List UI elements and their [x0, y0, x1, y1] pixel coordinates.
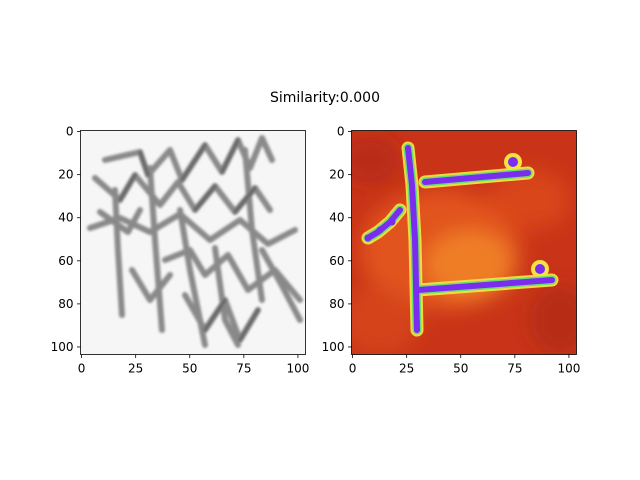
left-xtick-label: 75: [236, 362, 251, 376]
right-axes-frame: [351, 130, 577, 355]
left-ytick-label: 60: [58, 254, 73, 268]
right-xtick-label: 25: [399, 362, 414, 376]
right-tick-group: 0 25 50 75 100 0 20 40 60 80 100: [322, 125, 581, 376]
figure-title: Similarity:0.000: [270, 90, 380, 106]
right-ytick-label: 0: [337, 125, 345, 139]
right-ytick-label: 40: [329, 211, 344, 225]
left-xtick-label: 25: [128, 362, 143, 376]
right-ytick-label: 20: [329, 168, 344, 182]
left-xtick-label: 50: [182, 362, 197, 376]
right-image: [351, 130, 577, 355]
right-ytick-label: 80: [329, 297, 344, 311]
left-xtick-label: 0: [78, 362, 86, 376]
left-image: [80, 130, 306, 355]
left-ytick-label: 100: [51, 340, 74, 354]
left-ytick-label: 20: [58, 168, 73, 182]
right-ytick-label: 100: [322, 340, 345, 354]
right-ytick-label: 60: [329, 254, 344, 268]
left-axes-frame: [80, 130, 306, 355]
left-image-panel: 0 25 50 75 100 0 20 40 60 80 100: [51, 125, 310, 376]
left-ytick-label: 40: [58, 211, 73, 225]
right-image-panel: 0 25 50 75 100 0 20 40 60 80 100: [322, 125, 581, 376]
left-xtick-label: 100: [286, 362, 309, 376]
right-xtick-label: 50: [453, 362, 468, 376]
left-ytick-label: 80: [58, 297, 73, 311]
left-tick-group: 0 25 50 75 100 0 20 40 60 80 100: [51, 125, 310, 376]
right-xtick-label: 100: [557, 362, 580, 376]
right-xtick-label: 0: [349, 362, 357, 376]
right-xtick-label: 75: [507, 362, 522, 376]
left-ytick-label: 0: [66, 125, 74, 139]
